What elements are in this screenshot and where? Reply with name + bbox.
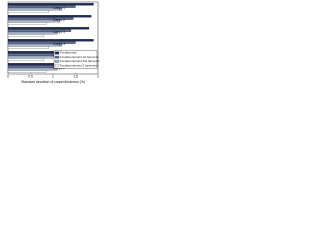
- legend-label: Fundamental and 2nd harmonic: [60, 59, 100, 63]
- x-tick-label: 1: [52, 74, 54, 78]
- bar: [7, 70, 47, 73]
- bar: [7, 5, 76, 8]
- x-tick-label: 0.5: [28, 74, 33, 78]
- legend-swatch: [54, 60, 60, 63]
- legend-swatch: [54, 64, 60, 67]
- legend-label: Fundamental: [60, 51, 77, 55]
- category-label: Cargo 2: [53, 18, 65, 22]
- bar: [7, 3, 94, 6]
- legend-label: Fundamental and 3 harmonics: [60, 63, 98, 67]
- bar: [7, 31, 58, 35]
- bar: [7, 67, 58, 71]
- bar: [7, 19, 60, 23]
- bar: [7, 39, 94, 42]
- legend-label: Fundamental and 1st harmonic: [60, 55, 99, 59]
- bar: [7, 34, 45, 37]
- bar: [7, 55, 56, 59]
- x-tick-label: 2: [97, 74, 99, 78]
- bar: [7, 10, 49, 13]
- bar: [7, 22, 47, 25]
- x-tick-label: 0: [7, 74, 9, 78]
- category-label: Cargo 3: [53, 30, 65, 34]
- category-label: Cargo 1: [53, 6, 65, 10]
- bar: [7, 17, 74, 20]
- bar: [7, 41, 76, 44]
- category-label: Cargo 4: [53, 42, 65, 46]
- chart: Standard deviation of carpet thickness (…: [7, 1, 100, 84]
- bar: [7, 43, 63, 47]
- bar: [7, 15, 92, 18]
- legend-swatch: [54, 51, 60, 55]
- x-tick-label: 1.5: [73, 74, 78, 78]
- legend-swatch: [54, 55, 60, 59]
- page: {"chart_data": {"type": "hbar", "xlabel"…: [0, 0, 100, 87]
- bar: [7, 7, 63, 11]
- bar: [7, 46, 49, 49]
- x-axis-label: Standard deviation of carpet thickness (…: [21, 80, 85, 84]
- bar: [7, 27, 90, 30]
- legend-box: [53, 50, 98, 69]
- bar: [7, 29, 72, 32]
- bar: [7, 58, 45, 61]
